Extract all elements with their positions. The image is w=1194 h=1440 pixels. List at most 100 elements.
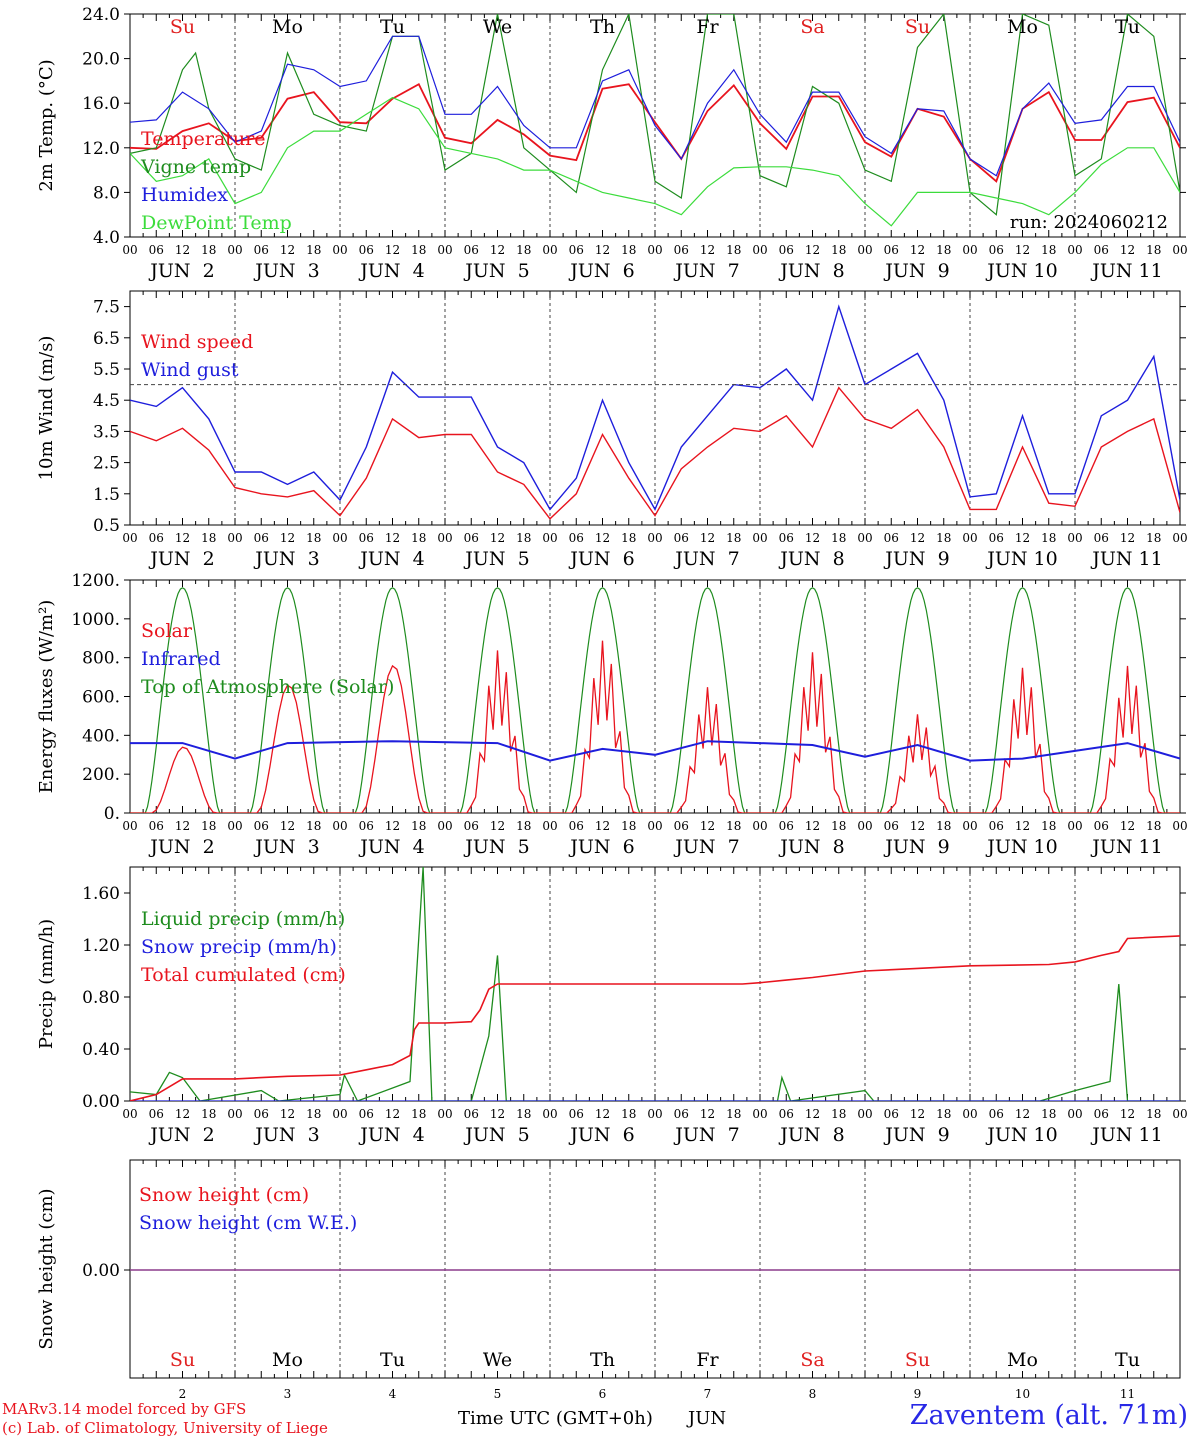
day-label: JUN 7 xyxy=(673,836,739,858)
weekday-label: Su xyxy=(905,1349,930,1371)
hour-tick-label: 06 xyxy=(569,1107,584,1121)
legend-entry: Solar xyxy=(141,620,193,642)
legend-entry: Snow height (cm W.E.) xyxy=(139,1212,357,1234)
hour-tick-label: 06 xyxy=(989,531,1004,545)
hour-tick-label: 06 xyxy=(569,531,584,545)
hour-tick-label: 12 xyxy=(490,243,505,257)
legend-entry: Total cumulated (cm) xyxy=(141,964,346,986)
hour-tick-label: 18 xyxy=(1041,243,1056,257)
y-tick-label: 4.5 xyxy=(93,391,120,411)
hour-tick-label: 00 xyxy=(332,531,347,545)
hour-tick-label: 12 xyxy=(700,1107,715,1121)
y-tick-label: 0. xyxy=(104,804,120,824)
credit-line-1: MARv3.14 model forced by GFS xyxy=(2,1400,247,1418)
hour-tick-label: 18 xyxy=(411,531,426,545)
hour-tick-label: 18 xyxy=(936,1107,951,1121)
series-layer xyxy=(130,867,1180,1101)
day-label: JUN 6 xyxy=(568,836,634,858)
day-number: 7 xyxy=(704,1387,712,1401)
day-number: 10 xyxy=(1015,1387,1030,1401)
y-tick-label: 200. xyxy=(82,765,120,785)
legend-entry: DewPoint Temp xyxy=(141,212,292,234)
hour-tick-label: 12 xyxy=(385,531,400,545)
hour-tick-label: 00 xyxy=(1172,243,1187,257)
y-tick-label: 6.5 xyxy=(93,329,120,349)
hour-tick-label: 12 xyxy=(1015,1107,1030,1121)
y-tick-label: 7.5 xyxy=(93,298,120,318)
hour-tick-label: 18 xyxy=(621,243,636,257)
hour-tick-label: 18 xyxy=(621,531,636,545)
hour-tick-label: 12 xyxy=(490,819,505,833)
hour-tick-label: 12 xyxy=(1120,243,1135,257)
hour-tick-label: 18 xyxy=(201,243,216,257)
weekday-label: Th xyxy=(590,1349,615,1371)
day-label: JUN 3 xyxy=(253,260,319,282)
hour-tick-label: 18 xyxy=(201,819,216,833)
y-tick-label: 24.0 xyxy=(82,5,120,25)
hour-tick-label: 06 xyxy=(569,243,584,257)
hour-tick-label: 18 xyxy=(201,1107,216,1121)
hour-tick-label: 06 xyxy=(884,1107,899,1121)
hour-tick-label: 12 xyxy=(1015,531,1030,545)
legend-entry: Vigne temp xyxy=(140,156,251,178)
hour-tick-label: 06 xyxy=(464,243,479,257)
hour-tick-label: 06 xyxy=(779,819,794,833)
day-label: JUN 5 xyxy=(463,1124,529,1146)
hour-tick-label: 18 xyxy=(726,819,741,833)
hour-tick-label: 06 xyxy=(989,1107,1004,1121)
hour-tick-label: 00 xyxy=(542,531,557,545)
day-label: JUN 10 xyxy=(985,548,1057,570)
hour-tick-label: 00 xyxy=(332,243,347,257)
hour-tick-label: 06 xyxy=(464,819,479,833)
hour-tick-label: 06 xyxy=(884,531,899,545)
hour-tick-label: 00 xyxy=(857,1107,872,1121)
day-label: JUN 11 xyxy=(1090,836,1162,858)
y-tick-label: 3.5 xyxy=(93,422,120,442)
hour-tick-label: 06 xyxy=(674,243,689,257)
hour-tick-label: 12 xyxy=(595,243,610,257)
hour-tick-label: 00 xyxy=(1067,819,1082,833)
day-label: JUN 5 xyxy=(463,836,529,858)
day-number: 11 xyxy=(1120,1387,1135,1401)
x-axis-caption: Time UTC (GMT+0h) xyxy=(458,1408,653,1429)
series-line-total-cumulated-cm- xyxy=(130,935,1180,1101)
hour-tick-label: 06 xyxy=(674,531,689,545)
hour-tick-label: 18 xyxy=(411,1107,426,1121)
hour-tick-label: 00 xyxy=(857,819,872,833)
hour-tick-label: 18 xyxy=(831,819,846,833)
hour-tick-label: 18 xyxy=(1146,1107,1161,1121)
hour-tick-label: 06 xyxy=(1094,531,1109,545)
hour-tick-label: 00 xyxy=(122,243,137,257)
day-label: JUN 4 xyxy=(358,260,424,282)
y-tick-label: 8.0 xyxy=(93,183,120,203)
weekday-label: Tu xyxy=(380,1349,405,1371)
weekday-label: Su xyxy=(170,16,195,38)
day-label: JUN 3 xyxy=(253,548,319,570)
day-number: 5 xyxy=(494,1387,502,1401)
hour-tick-label: 00 xyxy=(647,1107,662,1121)
hour-tick-label: 18 xyxy=(1146,819,1161,833)
hour-tick-label: 00 xyxy=(227,531,242,545)
hour-tick-label: 12 xyxy=(805,531,820,545)
weekday-label: Mo xyxy=(272,16,303,38)
hour-tick-label: 06 xyxy=(464,1107,479,1121)
day-label: JUN 7 xyxy=(673,548,739,570)
hour-tick-label: 06 xyxy=(464,531,479,545)
hour-tick-label: 00 xyxy=(857,531,872,545)
hour-tick-label: 12 xyxy=(1015,243,1030,257)
hour-tick-label: 18 xyxy=(306,243,321,257)
y-tick-label: 0.00 xyxy=(82,1261,120,1281)
hour-tick-label: 00 xyxy=(122,819,137,833)
day-label: JUN 3 xyxy=(253,1124,319,1146)
series-line-dewpoint-temp xyxy=(130,96,1180,227)
day-label: JUN 8 xyxy=(778,836,844,858)
hour-tick-label: 12 xyxy=(175,1107,190,1121)
day-label: JUN 11 xyxy=(1090,1124,1162,1146)
series-line-wind-speed xyxy=(130,386,1180,520)
day-label: JUN 10 xyxy=(985,1124,1057,1146)
day-label: JUN 4 xyxy=(358,548,424,570)
y-tick-label: 0.00 xyxy=(82,1092,120,1112)
hour-tick-label: 18 xyxy=(201,531,216,545)
hour-tick-label: 00 xyxy=(1067,243,1082,257)
